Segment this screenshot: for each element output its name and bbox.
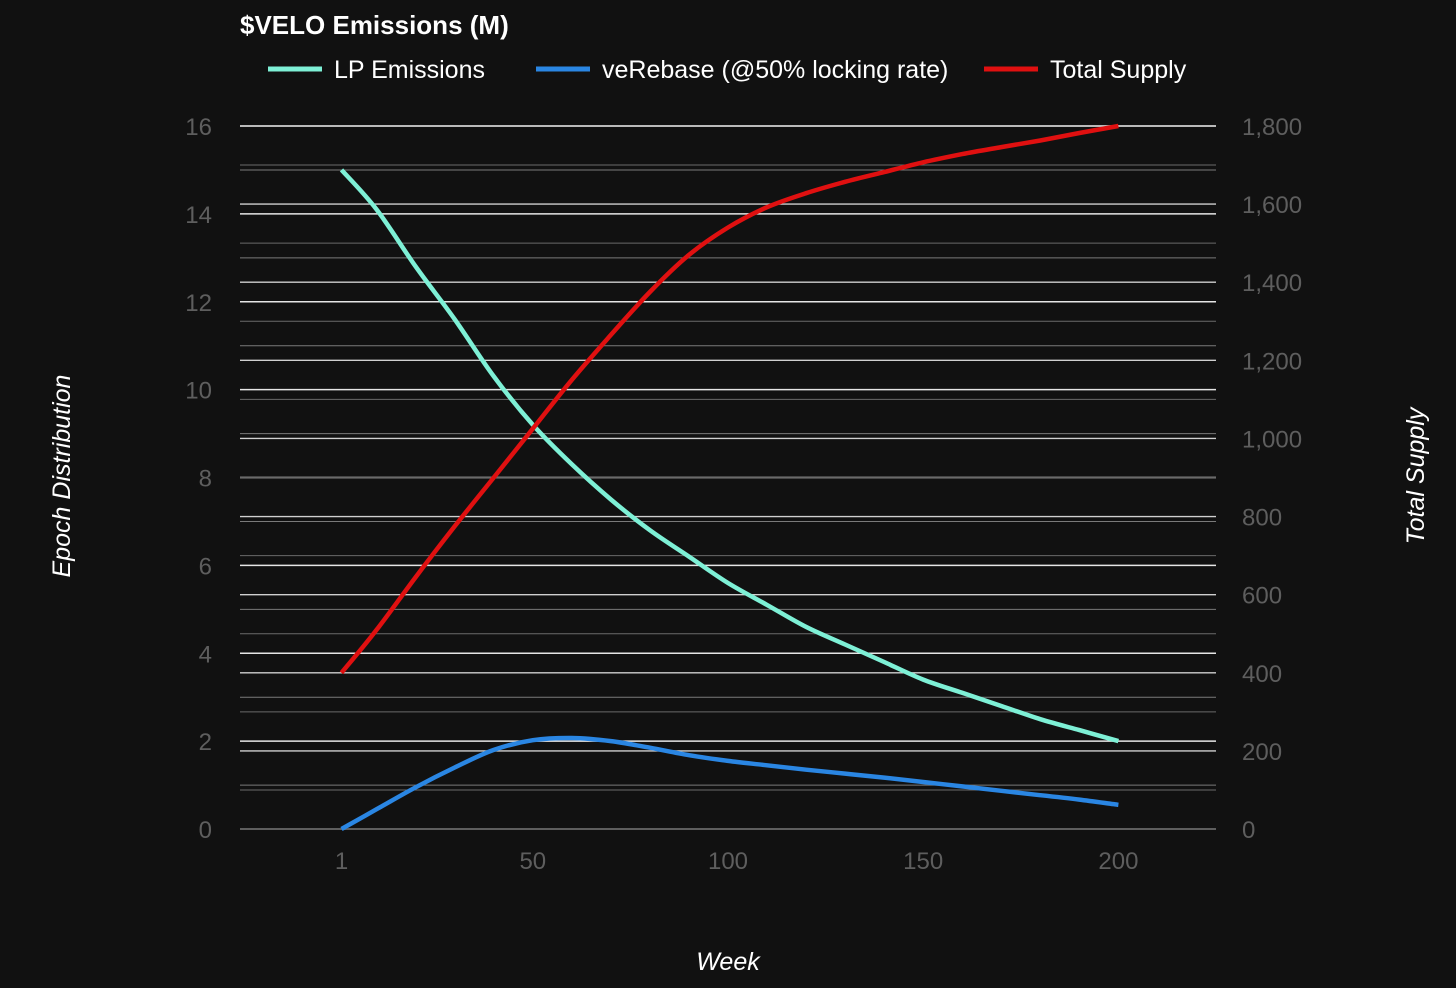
right-axis-title: Total Supply (1402, 406, 1430, 544)
chart-title: $VELO Emissions (M) (240, 10, 509, 40)
left-tick-label: 0 (199, 817, 212, 844)
right-axis-ticks: 0 200 400 600 800 1,000 1,200 1,400 1,600 1,800 (1242, 114, 1302, 844)
left-tick-label: 14 (185, 202, 212, 229)
x-axis-ticks: 1 50 100 150 200 (335, 848, 1139, 875)
left-tick-label: 6 (199, 553, 212, 580)
right-tick-label: 600 (1242, 583, 1282, 610)
legend-label-2: Total Supply (1050, 56, 1187, 84)
legend-label-1: veRebase (@50% locking rate) (602, 56, 948, 84)
x-tick-label: 200 (1098, 848, 1138, 875)
left-tick-label: 2 (199, 729, 212, 756)
x-axis-title: Week (696, 948, 761, 976)
left-axis-ticks: 0 2 4 6 8 10 12 14 16 (185, 114, 212, 844)
legend-label-0: LP Emissions (334, 56, 485, 84)
left-axis-title: Epoch Distribution (48, 375, 76, 578)
right-tick-label: 0 (1242, 817, 1255, 844)
right-tick-label: 400 (1242, 661, 1282, 688)
right-tick-label: 800 (1242, 505, 1282, 532)
grid (240, 125, 1216, 830)
right-tick-label: 200 (1242, 739, 1282, 766)
legend: LP Emissions veRebase (@50% locking rate)… (268, 56, 1187, 84)
right-tick-label: 1,400 (1242, 270, 1302, 297)
right-tick-label: 1,000 (1242, 426, 1302, 453)
x-tick-label: 50 (519, 848, 546, 875)
series-line-0 (339, 168, 1120, 744)
series-line-2 (339, 123, 1119, 675)
series-line-1 (340, 735, 1119, 831)
x-tick-label: 100 (708, 848, 748, 875)
series-lines (339, 123, 1120, 831)
left-tick-label: 8 (199, 466, 212, 493)
left-tick-label: 4 (199, 641, 212, 668)
left-tick-label: 10 (185, 378, 212, 405)
right-tick-label: 1,800 (1242, 114, 1302, 141)
right-tick-label: 1,600 (1242, 192, 1302, 219)
right-tick-label: 1,200 (1242, 348, 1302, 375)
left-tick-label: 12 (185, 290, 212, 317)
x-tick-label: 1 (335, 848, 348, 875)
left-tick-label: 16 (185, 114, 212, 141)
x-tick-label: 150 (903, 848, 943, 875)
